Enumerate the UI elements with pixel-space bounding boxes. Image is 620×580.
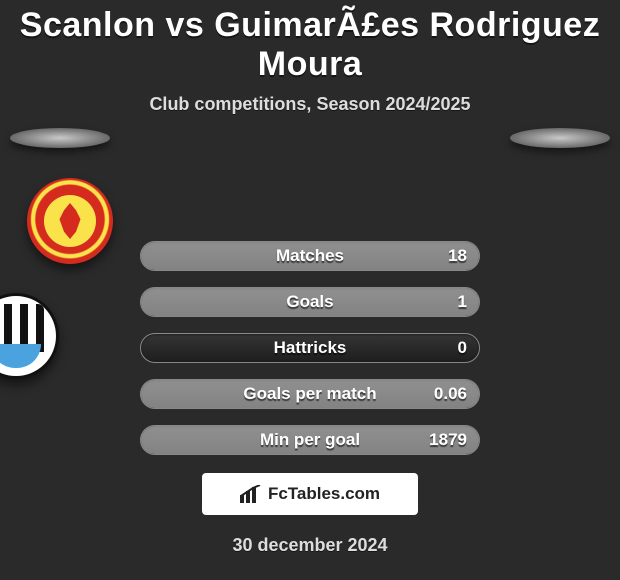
stat-value-right: 18 bbox=[448, 246, 467, 266]
stat-value-right: 1 bbox=[458, 292, 467, 312]
stat-value-right: 1879 bbox=[429, 430, 467, 450]
stat-label: Matches bbox=[276, 246, 344, 266]
comparison-title: Scanlon vs GuimarÃ£es Rodriguez Moura bbox=[0, 0, 620, 84]
stat-row-goals: Goals 1 bbox=[140, 287, 480, 317]
stats-container: Matches 18 Goals 1 Hattricks 0 Goals per… bbox=[0, 241, 620, 455]
player-platform-left bbox=[10, 128, 110, 148]
player-platform-right bbox=[510, 128, 610, 148]
snapshot-date: 30 december 2024 bbox=[0, 535, 620, 556]
attribution-text: FcTables.com bbox=[268, 484, 380, 504]
stat-label: Goals bbox=[286, 292, 333, 312]
mu-devil-icon bbox=[55, 203, 85, 239]
nu-shield-bottom bbox=[0, 344, 41, 368]
stat-row-goals-per-match: Goals per match 0.06 bbox=[140, 379, 480, 409]
stat-row-hattricks: Hattricks 0 bbox=[140, 333, 480, 363]
stat-row-matches: Matches 18 bbox=[140, 241, 480, 271]
stat-label: Hattricks bbox=[274, 338, 347, 358]
stat-row-min-per-goal: Min per goal 1879 bbox=[140, 425, 480, 455]
mu-inner-circle bbox=[44, 195, 96, 247]
stat-label: Goals per match bbox=[243, 384, 376, 404]
stat-value-right: 0.06 bbox=[434, 384, 467, 404]
club-logo-left bbox=[27, 178, 113, 264]
bar-chart-icon bbox=[240, 485, 262, 503]
season-subtitle: Club competitions, Season 2024/2025 bbox=[0, 94, 620, 115]
attribution-badge: FcTables.com bbox=[202, 473, 418, 515]
stat-value-right: 0 bbox=[458, 338, 467, 358]
stat-label: Min per goal bbox=[260, 430, 360, 450]
